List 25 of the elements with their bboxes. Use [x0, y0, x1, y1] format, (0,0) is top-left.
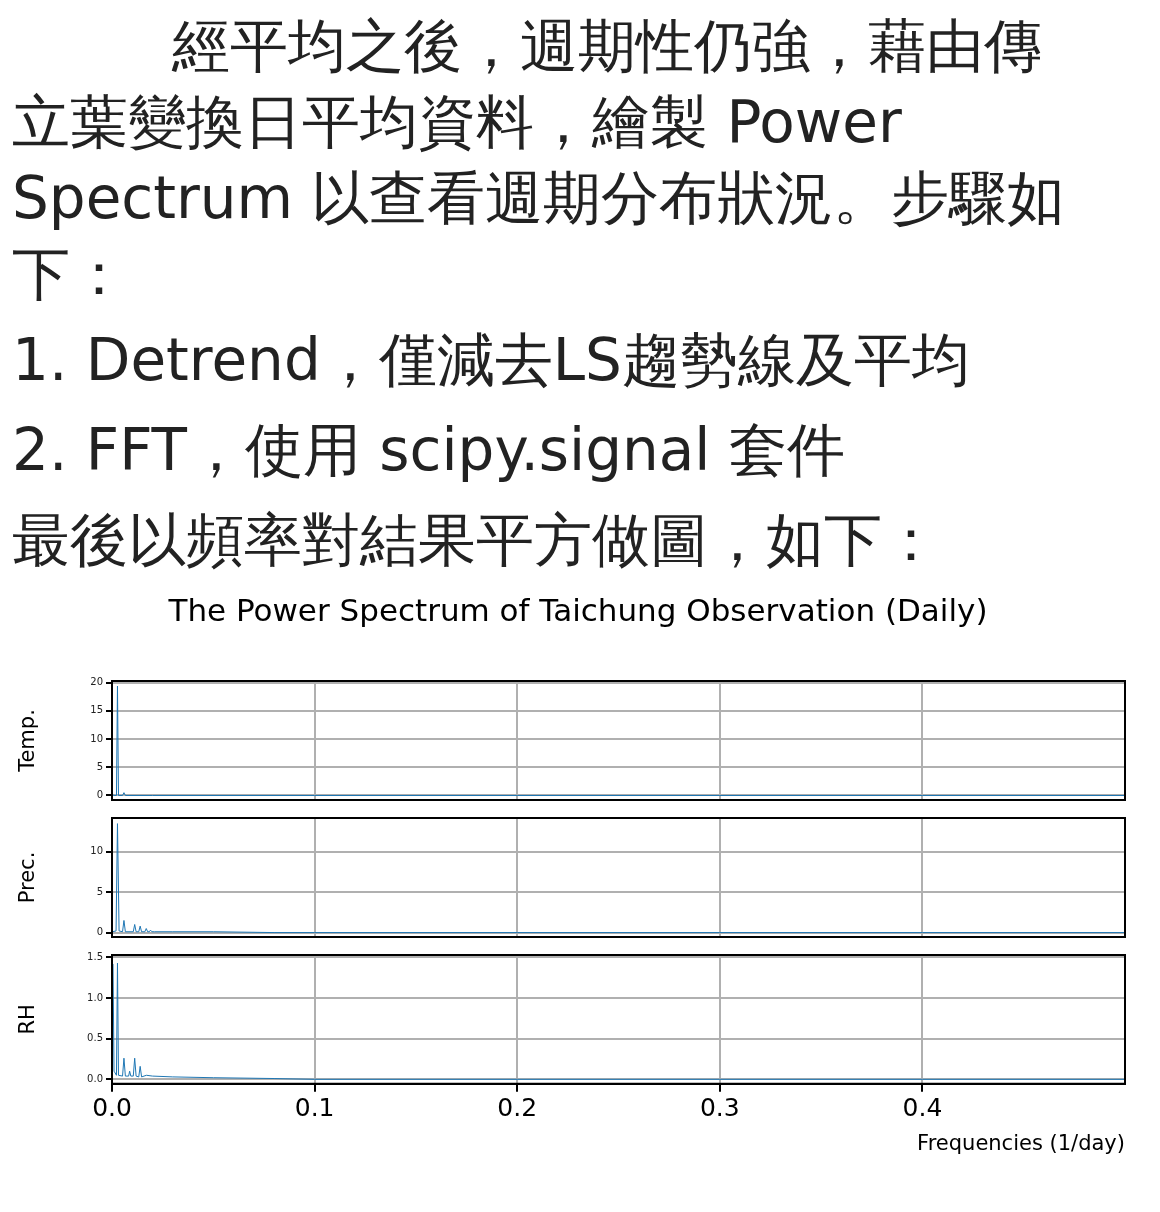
- x-tick-label: 0.4: [902, 1093, 943, 1123]
- y-axis-title: Prec.: [15, 851, 40, 904]
- y-tick-label: 1.0: [87, 991, 103, 1003]
- y-tick-label: 0: [96, 926, 103, 938]
- x-tick-label: 0.3: [699, 1093, 740, 1123]
- y-tick-label: 0.5: [87, 1032, 103, 1044]
- x-axis-title: Frequencies (1/day): [917, 1130, 1125, 1155]
- y-tick-label: 5: [96, 760, 103, 772]
- y-tick-label: 5: [96, 885, 103, 897]
- y-tick-label: 10: [90, 732, 103, 744]
- y-tick-label: 0.0: [87, 1072, 103, 1084]
- text: 1. Detrend，僅減去LS趨勢線及平均: [11, 325, 971, 396]
- y-tick-label: 0: [96, 789, 103, 801]
- chart-title: The Power Spectrum of Taichung Observation (Daily): [167, 592, 989, 628]
- y-axis-title: RH: [15, 1004, 40, 1035]
- y-axis-title: Temp.: [15, 709, 40, 773]
- text: 經平均之後，週期性仍強，藉由傳立葉變換日平均資料，繪製 Power Spectrum 以查看週期分布狀況。步驟如下：: [11, 11, 1067, 310]
- text: 最後以頻率對結果平方做圖，如下：: [11, 505, 941, 576]
- y-tick-label: 20: [90, 676, 103, 688]
- x-tick-label: 0.1: [294, 1093, 335, 1123]
- y-tick-label: 15: [90, 704, 103, 716]
- y-tick-label: 10: [90, 845, 103, 857]
- x-tick-label: 0.2: [497, 1093, 538, 1123]
- text: 2. FFT，使用 scipy.signal 套件: [11, 415, 846, 486]
- y-tick-label: 1.5: [87, 951, 103, 963]
